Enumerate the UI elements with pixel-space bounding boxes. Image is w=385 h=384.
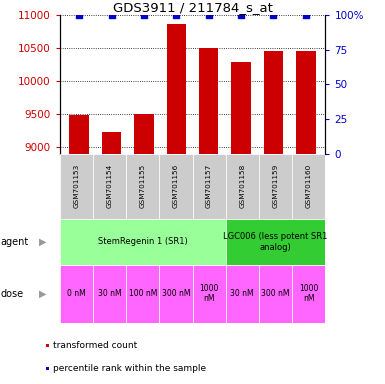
- Point: [270, 12, 276, 18]
- Text: GSM701155: GSM701155: [140, 164, 146, 209]
- Point: [173, 12, 179, 18]
- Point: [76, 12, 82, 18]
- Point: [206, 12, 212, 18]
- Text: StemRegenin 1 (SR1): StemRegenin 1 (SR1): [98, 237, 187, 247]
- Text: dose: dose: [1, 289, 24, 299]
- Bar: [134, 114, 154, 154]
- Bar: [192, 265, 226, 323]
- Point: [238, 12, 244, 18]
- Bar: [259, 154, 292, 219]
- Bar: [192, 154, 226, 219]
- Text: GSM701154: GSM701154: [107, 164, 112, 209]
- Bar: [167, 24, 186, 154]
- Text: GSM701157: GSM701157: [206, 164, 212, 209]
- Text: 300 nM: 300 nM: [162, 289, 190, 298]
- Bar: [126, 265, 159, 323]
- Text: percentile rank within the sample: percentile rank within the sample: [53, 364, 206, 374]
- Text: ▶: ▶: [38, 289, 46, 299]
- Bar: [60, 219, 226, 265]
- Text: 100 nM: 100 nM: [129, 289, 157, 298]
- Text: 300 nM: 300 nM: [261, 289, 290, 298]
- Bar: [199, 48, 218, 154]
- Bar: [264, 51, 283, 154]
- Bar: [292, 154, 325, 219]
- Bar: [226, 154, 259, 219]
- Bar: [159, 265, 192, 323]
- Text: transformed count: transformed count: [53, 341, 137, 350]
- Bar: [231, 62, 251, 154]
- Bar: [226, 219, 325, 265]
- Text: GSM701156: GSM701156: [173, 164, 179, 209]
- Bar: [292, 265, 325, 323]
- Bar: [126, 154, 159, 219]
- Point: [109, 12, 115, 18]
- Title: GDS3911 / 211784_s_at: GDS3911 / 211784_s_at: [112, 1, 273, 14]
- Bar: [69, 115, 89, 154]
- Point: [303, 12, 309, 18]
- Bar: [259, 265, 292, 323]
- Text: 1000
nM: 1000 nM: [299, 284, 318, 303]
- Text: GSM701160: GSM701160: [306, 164, 312, 209]
- Text: GSM701159: GSM701159: [273, 164, 278, 209]
- Bar: [93, 265, 126, 323]
- Point: [141, 12, 147, 18]
- Bar: [60, 154, 93, 219]
- Text: 0 nM: 0 nM: [67, 289, 85, 298]
- Text: agent: agent: [1, 237, 29, 247]
- Bar: [60, 265, 93, 323]
- Bar: [296, 51, 316, 154]
- Text: ▶: ▶: [38, 237, 46, 247]
- Text: LGC006 (less potent SR1
analog): LGC006 (less potent SR1 analog): [223, 232, 328, 252]
- Bar: [159, 154, 192, 219]
- Text: 1000
nM: 1000 nM: [199, 284, 219, 303]
- Text: GSM701158: GSM701158: [239, 164, 245, 209]
- Bar: [226, 265, 259, 323]
- Text: GSM701153: GSM701153: [73, 164, 79, 209]
- Text: 30 nM: 30 nM: [231, 289, 254, 298]
- Text: 30 nM: 30 nM: [98, 289, 121, 298]
- Bar: [102, 132, 121, 154]
- Bar: [93, 154, 126, 219]
